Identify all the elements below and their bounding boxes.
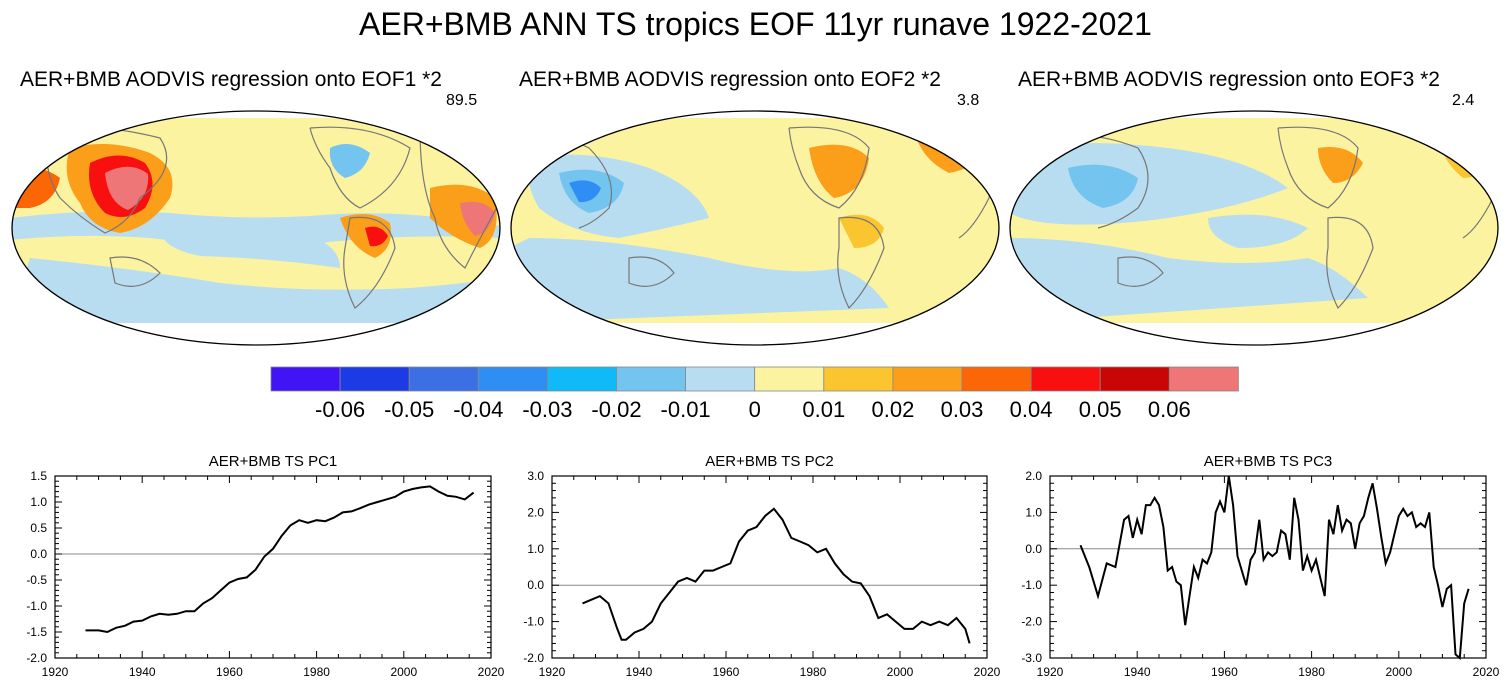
y-tick-label: -0.5 [26, 573, 47, 587]
map-value-eof2: 3.8 [957, 92, 980, 109]
colorbar-label: 0.06 [1148, 397, 1191, 422]
x-tick-label: 2020 [1473, 665, 1500, 679]
y-tick-label: -2.0 [523, 651, 544, 665]
colorbar-label: -0.01 [661, 397, 711, 422]
x-tick-label: 1920 [42, 665, 69, 679]
x-tick-label: 1980 [1298, 665, 1325, 679]
y-tick-label: -1.0 [26, 599, 47, 613]
colorbar-bin [1168, 366, 1239, 392]
x-tick-label: 1920 [539, 665, 566, 679]
colorbar-label: 0.03 [941, 397, 984, 422]
x-tick-label: 1980 [303, 665, 330, 679]
chart-title: AER+BMB TS PC1 [209, 453, 338, 470]
colorbar: -0.06 -0.05 -0.04 -0.03 -0.02 -0.01 0 0.01 0.02 0… [270, 366, 1239, 422]
colorbar-bin [892, 366, 963, 392]
y-tick-label: -1.5 [26, 625, 47, 639]
x-tick-label: 2000 [1385, 665, 1412, 679]
colorbar-bin [547, 366, 617, 392]
figure-title: AER+BMB ANN TS tropics EOF 11yr runave 1… [359, 6, 1152, 42]
colorbar-bin [339, 366, 410, 392]
y-tick-label: 2.0 [527, 505, 544, 519]
colorbar-bin [616, 366, 686, 392]
pc-line-charts: AER+BMB TS PC1 1920 1940 1960 1980 2000 2020 -2… [26, 453, 1499, 679]
colorbar-label: 0.02 [871, 397, 914, 422]
y-tick-label: -1.0 [523, 615, 544, 629]
colorbar-bin [685, 366, 756, 392]
map-title-eof3: AER+BMB AODVIS regression onto EOF3 *2 [1018, 68, 1440, 91]
map-value-eof3: 2.4 [1452, 92, 1475, 109]
map-value-eof1: 89.5 [446, 92, 478, 109]
colorbar-bin [270, 366, 341, 392]
colorbar-bin [754, 366, 825, 392]
y-tick-label: 1.0 [30, 495, 47, 509]
pc-series-line [85, 485, 475, 634]
colorbar-bin [961, 366, 1032, 392]
pc-chart-1: AER+BMB TS PC1 1920 1940 1960 1980 2000 2020 -2… [26, 453, 504, 679]
map-eof2 [510, 110, 1000, 346]
chart-title: AER+BMB TS PC3 [1204, 453, 1333, 470]
colorbar-label: -0.05 [384, 397, 434, 422]
y-tick-label: 0.0 [1025, 542, 1042, 556]
x-tick-label: 1940 [626, 665, 653, 679]
colorbar-bin [477, 366, 548, 392]
x-tick-label: 1940 [129, 665, 156, 679]
x-tick-label: 2000 [887, 665, 914, 679]
y-tick-label: -1.0 [1021, 578, 1042, 592]
colorbar-label: 0.04 [1010, 397, 1053, 422]
map-title-eof1: AER+BMB AODVIS regression onto EOF1 *2 [20, 68, 442, 91]
y-tick-label: 1.0 [1025, 505, 1042, 519]
y-tick-label: 2.0 [1025, 469, 1042, 483]
colorbar-label: -0.06 [315, 397, 365, 422]
y-tick-label: -3.0 [1021, 651, 1042, 665]
map-title-eof2: AER+BMB AODVIS regression onto EOF2 *2 [519, 68, 941, 91]
x-tick-label: 2020 [478, 665, 505, 679]
y-tick-label: 0.5 [30, 521, 47, 535]
pc-series-line [582, 507, 971, 644]
y-tick-label: 0.0 [527, 578, 544, 592]
map-eof1 [11, 110, 501, 346]
colorbar-label: -0.04 [453, 397, 503, 422]
y-tick-label: 1.5 [30, 469, 47, 483]
pc-series-line [1079, 475, 1470, 661]
y-tick-label: 1.0 [527, 542, 544, 556]
plot-frame [54, 475, 492, 659]
x-tick-label: 2020 [974, 665, 1001, 679]
pc-chart-2: AER+BMB TS PC2 1920 1940 1960 1980 2000 2020 -2… [523, 453, 1000, 679]
x-tick-label: 1960 [216, 665, 243, 679]
colorbar-bin [1030, 366, 1101, 392]
chart-title: AER+BMB TS PC2 [705, 453, 834, 470]
x-tick-label: 1980 [800, 665, 827, 679]
colorbar-label: 0.01 [802, 397, 845, 422]
pc-chart-3: AER+BMB TS PC3 1920 1940 1960 1980 2000 2020 -3… [1021, 453, 1499, 679]
x-tick-label: 2000 [390, 665, 417, 679]
colorbar-label: 0.05 [1079, 397, 1122, 422]
map-eof3 [1009, 110, 1499, 346]
y-tick-label: -2.0 [1021, 615, 1042, 629]
colorbar-bin [408, 366, 479, 392]
colorbar-label: 0 [749, 397, 761, 422]
y-tick-label: 0.0 [30, 547, 47, 561]
x-tick-label: 1960 [713, 665, 740, 679]
y-tick-label: -2.0 [26, 651, 47, 665]
colorbar-bin [1099, 366, 1170, 392]
colorbar-bin [823, 366, 894, 392]
x-tick-label: 1920 [1037, 665, 1064, 679]
colorbar-label: -0.03 [522, 397, 572, 422]
colorbar-label: -0.02 [591, 397, 641, 422]
y-tick-label: 3.0 [527, 469, 544, 483]
x-tick-label: 1960 [1211, 665, 1238, 679]
x-tick-label: 1940 [1124, 665, 1151, 679]
